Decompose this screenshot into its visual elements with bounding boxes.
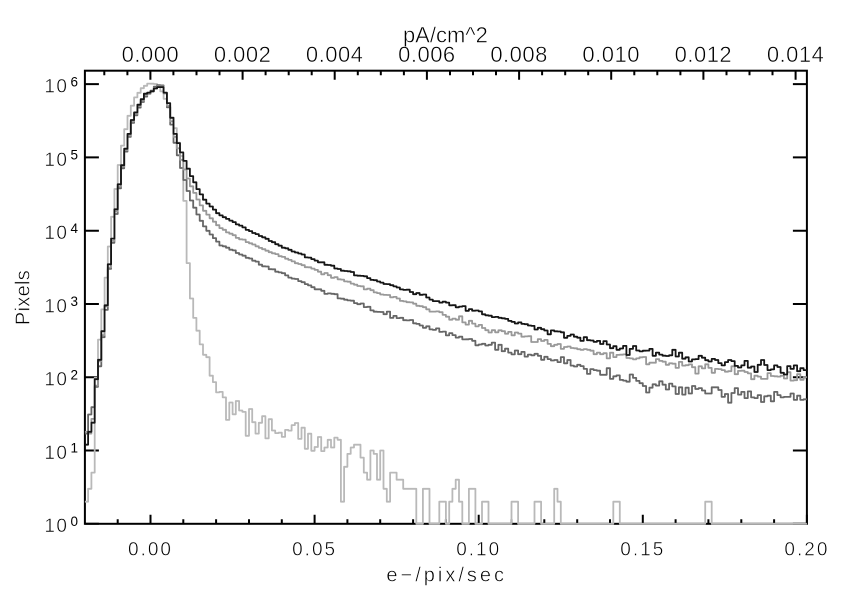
- svg-text:0.014: 0.014: [767, 42, 825, 67]
- svg-text:1: 1: [71, 441, 79, 456]
- svg-text:6: 6: [71, 74, 79, 89]
- svg-text:10: 10: [44, 77, 68, 98]
- svg-text:3: 3: [71, 294, 79, 309]
- svg-text:0.010: 0.010: [582, 42, 640, 67]
- svg-text:pA/cm^2: pA/cm^2: [403, 22, 488, 47]
- svg-text:0.10: 0.10: [456, 540, 501, 561]
- svg-text:10: 10: [44, 443, 68, 464]
- svg-text:0.00: 0.00: [128, 540, 173, 561]
- svg-text:5: 5: [71, 148, 79, 163]
- svg-text:0.20: 0.20: [784, 540, 829, 561]
- svg-text:4: 4: [71, 221, 79, 236]
- svg-text:10: 10: [44, 370, 68, 391]
- svg-text:0.000: 0.000: [122, 42, 180, 67]
- svg-text:0: 0: [71, 514, 79, 529]
- svg-text:Pixels: Pixels: [13, 270, 35, 325]
- svg-text:10: 10: [44, 296, 68, 317]
- svg-text:0.008: 0.008: [490, 42, 548, 67]
- svg-text:10: 10: [44, 223, 68, 244]
- svg-text:0.15: 0.15: [620, 540, 665, 561]
- svg-text:0.012: 0.012: [675, 42, 733, 67]
- svg-text:0.004: 0.004: [306, 42, 364, 67]
- svg-text:2: 2: [71, 367, 79, 382]
- svg-text:10: 10: [44, 516, 68, 537]
- svg-text:0.05: 0.05: [292, 540, 337, 561]
- svg-text:10: 10: [44, 150, 68, 171]
- svg-text:0.002: 0.002: [214, 42, 272, 67]
- svg-text:e−/pix/sec: e−/pix/sec: [386, 565, 507, 587]
- svg-text:0.006: 0.006: [398, 42, 456, 67]
